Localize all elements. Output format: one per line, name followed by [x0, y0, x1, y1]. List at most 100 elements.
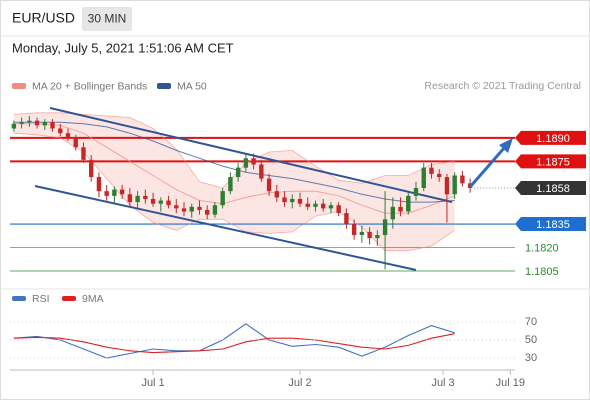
legend-swatch [12, 83, 26, 89]
timeframe-badge[interactable] [82, 7, 132, 31]
candle-body [437, 173, 442, 178]
moving-average [13, 123, 455, 214]
candle-body [382, 219, 388, 236]
candle-body [81, 147, 86, 160]
channel [34, 107, 453, 271]
candle-body [290, 198, 295, 203]
candle-body [212, 205, 218, 215]
level-label: 1.1805 [525, 266, 559, 278]
x-tick-label: Jul 2 [288, 377, 311, 389]
candle-body [251, 158, 256, 165]
candle-body [351, 224, 357, 236]
y-tick-label: 50 [525, 334, 537, 346]
candle-body [150, 198, 156, 204]
candle-body [34, 120, 40, 126]
level-badge [515, 217, 586, 232]
level-badge [515, 130, 586, 145]
candle-body [398, 206, 403, 212]
candle-body [429, 167, 434, 174]
x-tick-label: Jul 19 [496, 377, 525, 389]
candle-body [359, 231, 365, 236]
level-label: 1.1858 [536, 183, 570, 195]
candle-body [73, 137, 78, 148]
symbol: EUR/USD [12, 10, 75, 26]
candle-body [336, 205, 341, 214]
credit: Research © 2021 Trading Central [424, 80, 581, 92]
candle-body [181, 208, 187, 212]
candle-body [104, 191, 109, 196]
y-tick-label: 30 [525, 352, 537, 364]
candle-body [58, 128, 63, 134]
legend-swatch [12, 296, 26, 301]
candle-body [135, 195, 140, 203]
bollinger-lower [13, 132, 455, 252]
candle-body [344, 213, 349, 225]
candle-body [112, 189, 117, 196]
candle-body [313, 203, 318, 207]
candle-body [166, 200, 171, 206]
legend-label: MA 20 + Bollinger Bands [32, 80, 147, 92]
candle-body [375, 235, 380, 239]
candle-body [305, 203, 310, 207]
candle-body [220, 191, 225, 206]
indicator-line [13, 333, 455, 354]
candle-body [328, 205, 334, 209]
moving-average [13, 121, 455, 203]
candle-body [274, 191, 280, 198]
x-tick-label: Jul 3 [431, 377, 454, 389]
timeframe[interactable]: 30 MIN [88, 12, 127, 26]
level-label: 1.1890 [536, 133, 570, 145]
level-badge [515, 154, 586, 169]
legend-swatch [157, 83, 171, 89]
candle-body [197, 206, 202, 210]
level-label: 1.1875 [536, 156, 570, 168]
candle-body [243, 158, 249, 168]
candle-body [452, 175, 457, 195]
candle-body [367, 231, 372, 239]
candle-body [189, 206, 194, 212]
candle-body [65, 133, 71, 138]
candle-body [235, 167, 241, 178]
candle-body [11, 123, 17, 129]
arrow-head [499, 138, 513, 153]
legend-label: RSI [32, 293, 50, 305]
candle-body [444, 177, 450, 195]
candle-body [321, 203, 326, 209]
level-label: 1.1835 [536, 219, 570, 231]
candle-body [158, 200, 164, 204]
level-label: 1.1820 [525, 242, 559, 254]
legend-swatch [62, 296, 76, 301]
candle-body [127, 194, 133, 203]
channel-upper [49, 107, 453, 203]
candle-body [266, 178, 272, 192]
bollinger-upper [13, 112, 455, 189]
candle-body [119, 189, 125, 195]
candle-body [297, 198, 303, 204]
candle-body [228, 177, 233, 192]
candle-body [205, 209, 210, 215]
candle-body [259, 164, 264, 179]
candle-body [174, 205, 179, 209]
arrow-shaft [468, 146, 507, 188]
candle-body [143, 195, 148, 199]
level-badge [515, 181, 586, 196]
candle-body [406, 195, 411, 212]
candle-body [96, 177, 102, 192]
candle-body [89, 159, 94, 178]
candle-body [413, 188, 419, 196]
x-tick-label: Jul 1 [141, 377, 164, 389]
candle-body [50, 122, 55, 129]
candle-body [460, 175, 465, 184]
candle-body [42, 122, 48, 126]
timestamp: Monday, July 5, 2021 1:51:06 AM CET [12, 40, 234, 55]
candle-body [282, 197, 287, 203]
candle-body [27, 120, 32, 123]
y-tick-label: 70 [525, 316, 537, 328]
legend-label: 9MA [82, 293, 104, 305]
legend-label: MA 50 [177, 80, 207, 92]
candle-body [19, 122, 24, 124]
candle-body [421, 167, 426, 189]
channel-lower [34, 185, 417, 271]
bollinger-fill [13, 112, 455, 251]
